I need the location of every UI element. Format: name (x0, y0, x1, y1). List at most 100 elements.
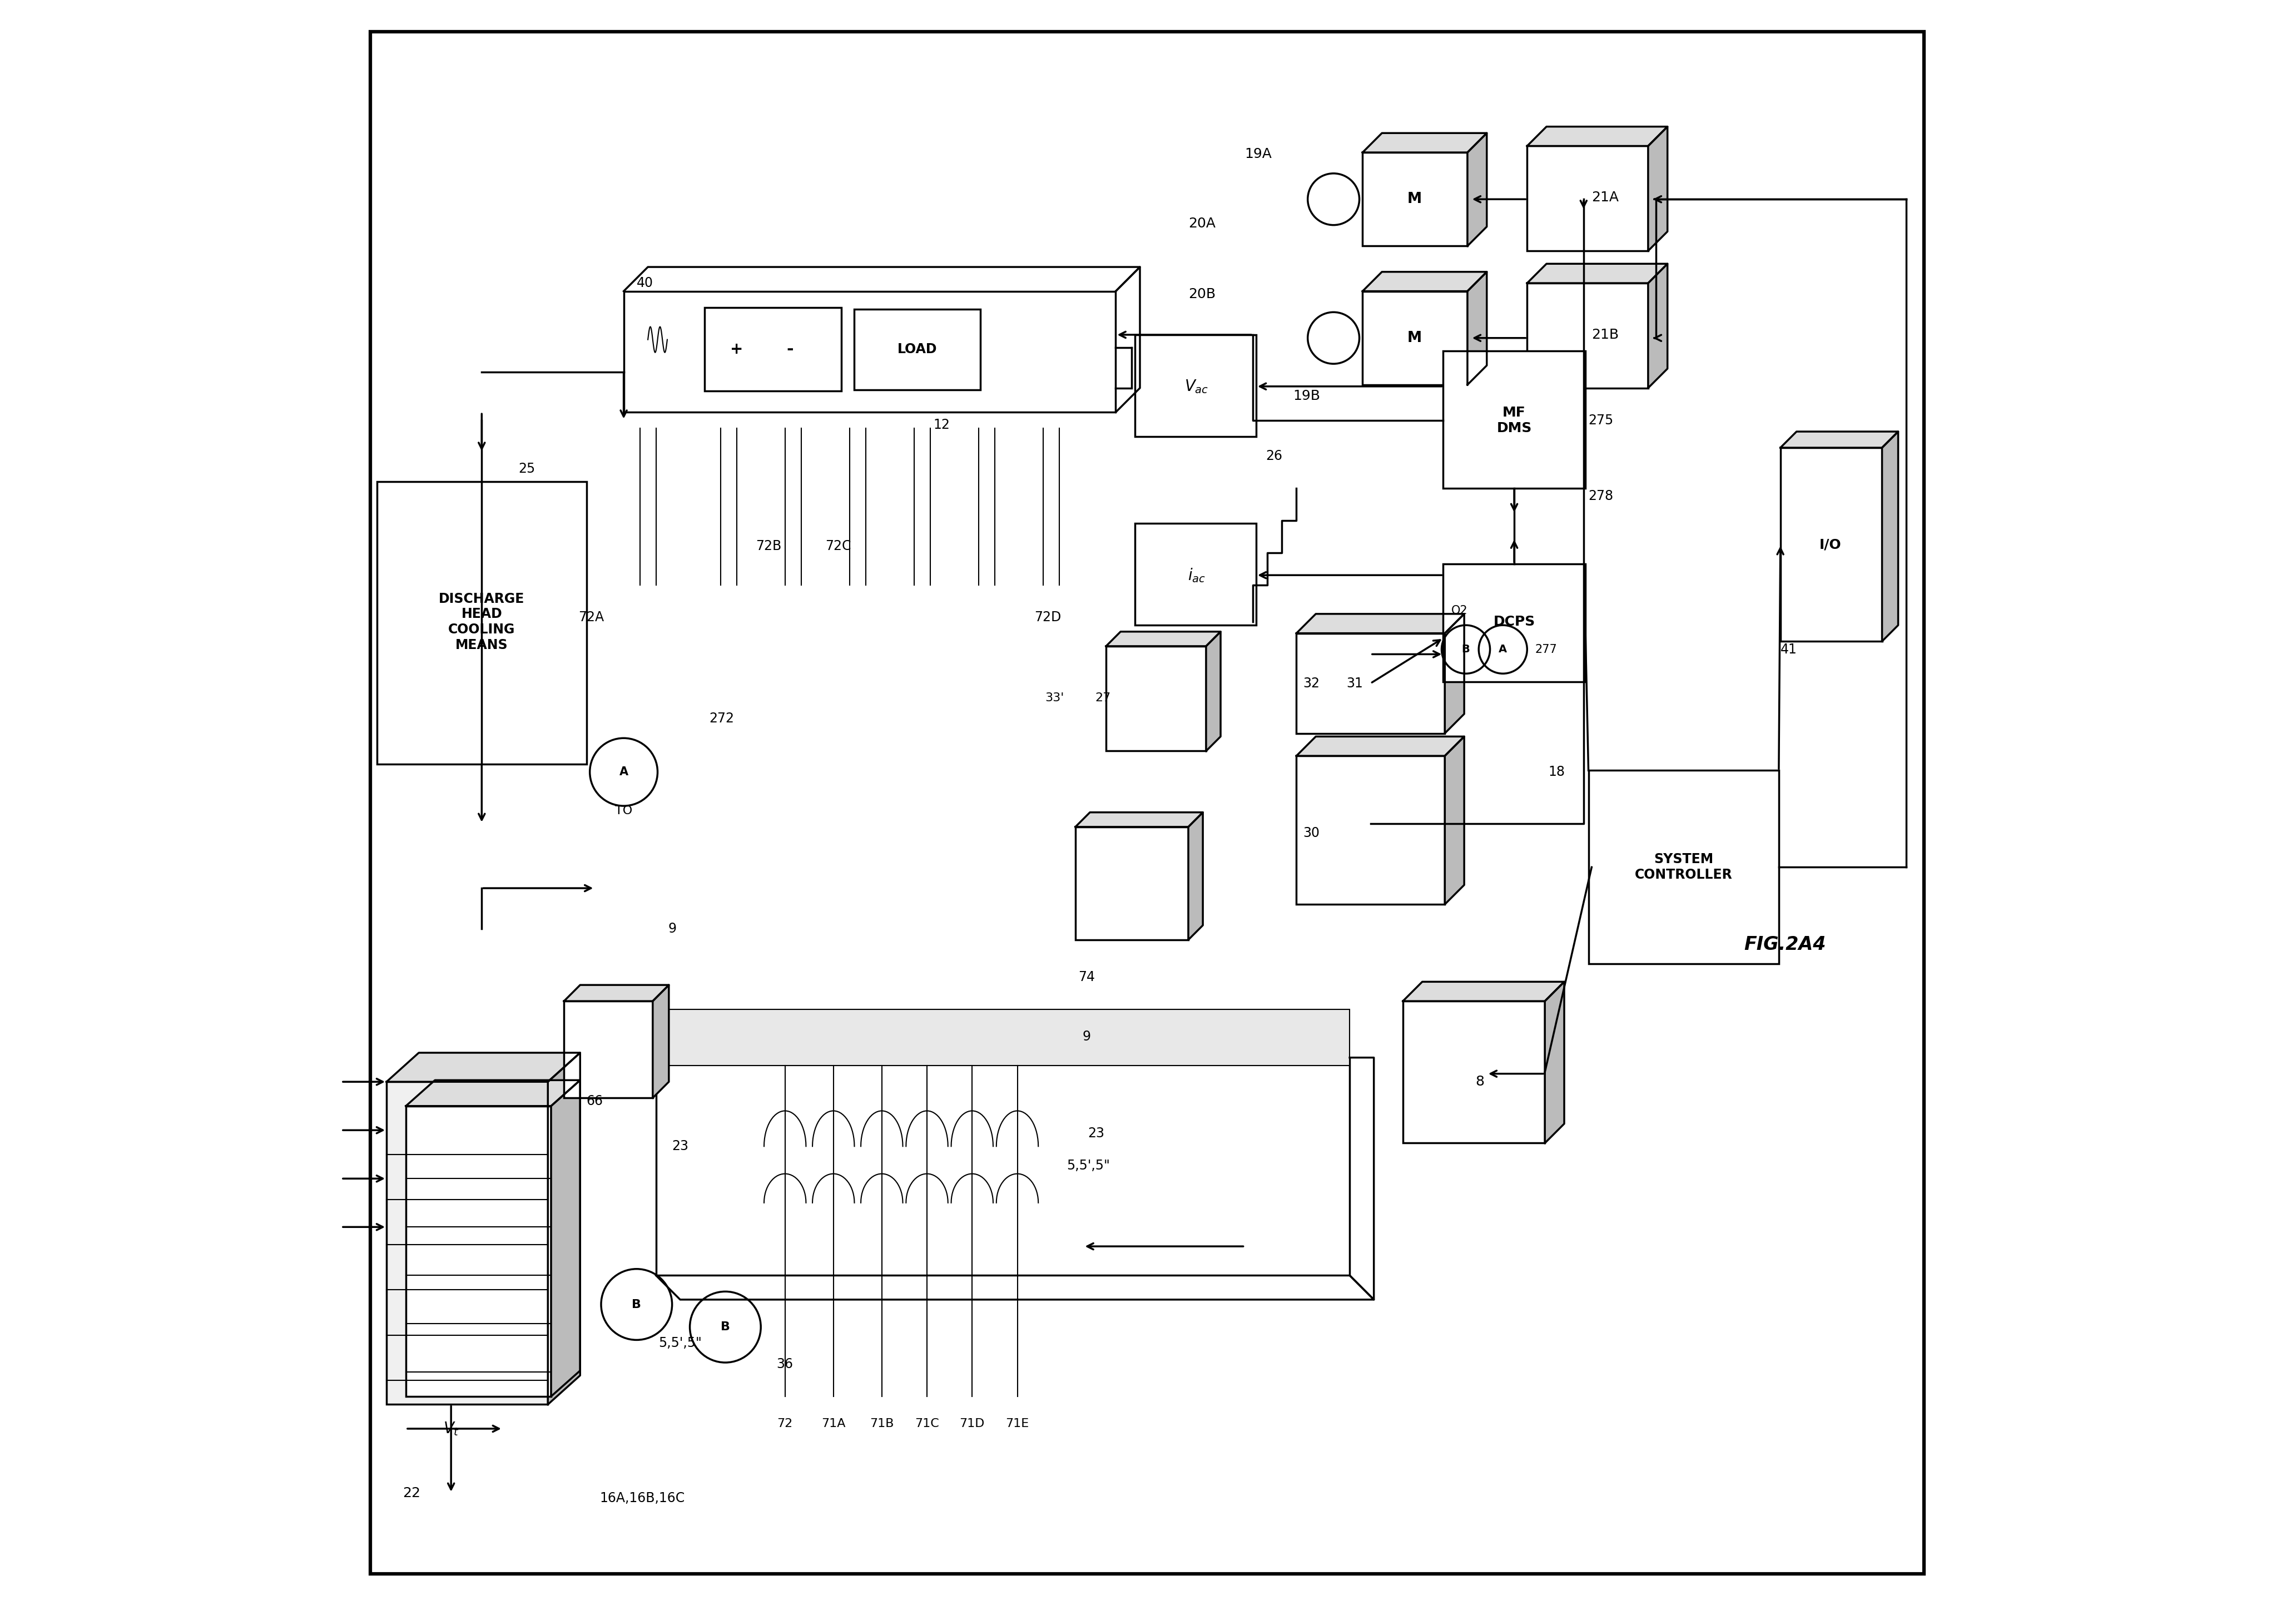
Text: 19A: 19A (1244, 147, 1272, 162)
Polygon shape (1297, 736, 1465, 756)
Text: LOAD: LOAD (898, 342, 937, 355)
Text: MF
DMS: MF DMS (1497, 405, 1531, 434)
Text: 275: 275 (1589, 413, 1614, 426)
Text: 72A: 72A (579, 610, 604, 623)
Bar (1362, 291, 1467, 384)
Text: O2: O2 (1451, 606, 1467, 617)
Text: 12: 12 (932, 418, 951, 431)
Text: 40: 40 (636, 276, 654, 289)
Bar (386, 1082, 549, 1405)
Polygon shape (551, 1080, 581, 1397)
Text: M: M (1407, 192, 1421, 207)
Bar (705, 307, 840, 391)
Text: A: A (620, 767, 629, 777)
Text: A: A (1499, 644, 1506, 654)
Text: 71B: 71B (870, 1418, 893, 1429)
Text: 41: 41 (1779, 643, 1798, 656)
Polygon shape (386, 1053, 581, 1082)
Text: 20B: 20B (1189, 287, 1215, 300)
Bar (1297, 756, 1444, 904)
Bar (657, 1009, 1350, 1066)
Text: 5,5',5": 5,5',5" (659, 1337, 703, 1350)
Text: M: M (1407, 331, 1421, 346)
Text: 72: 72 (776, 1418, 792, 1429)
Bar (1403, 1001, 1545, 1143)
Bar (1444, 564, 1584, 682)
Polygon shape (1205, 631, 1221, 751)
Text: 278: 278 (1589, 489, 1614, 502)
Bar (1297, 633, 1444, 733)
Polygon shape (1075, 812, 1203, 827)
Text: 72D: 72D (1035, 610, 1061, 623)
Text: 32: 32 (1302, 677, 1320, 690)
Text: -: - (785, 341, 794, 357)
Bar (1589, 770, 1779, 964)
Text: 8: 8 (1476, 1076, 1486, 1089)
Polygon shape (1444, 614, 1465, 733)
Text: $V_t$: $V_t$ (443, 1421, 459, 1437)
Text: 21B: 21B (1591, 328, 1619, 341)
Text: 25: 25 (519, 462, 535, 475)
Polygon shape (652, 985, 668, 1098)
Text: 277: 277 (1536, 644, 1557, 656)
Text: FIG.2A4: FIG.2A4 (1745, 935, 1825, 954)
Text: I/O: I/O (1818, 538, 1841, 551)
Text: 22: 22 (402, 1486, 420, 1500)
Text: 21A: 21A (1591, 191, 1619, 203)
Text: 72C: 72C (824, 539, 852, 552)
Text: 66: 66 (585, 1095, 604, 1108)
Bar (1527, 145, 1649, 250)
Text: 9: 9 (668, 922, 677, 935)
Polygon shape (1467, 271, 1488, 384)
Text: 27: 27 (1095, 693, 1111, 704)
Bar (406, 1106, 551, 1397)
Text: 71C: 71C (914, 1418, 939, 1429)
Polygon shape (1527, 126, 1667, 145)
Text: 5,5',5": 5,5',5" (1068, 1160, 1109, 1172)
Polygon shape (1649, 263, 1667, 388)
Text: 23: 23 (1088, 1127, 1104, 1140)
Text: DCPS: DCPS (1492, 615, 1536, 628)
Text: 20A: 20A (1189, 216, 1215, 229)
Polygon shape (1403, 982, 1564, 1001)
Bar (1134, 334, 1256, 436)
Polygon shape (565, 985, 668, 1001)
Bar (377, 481, 585, 764)
Polygon shape (1362, 132, 1488, 152)
Text: B: B (631, 1298, 641, 1310)
Polygon shape (406, 1080, 581, 1106)
Text: 72B: 72B (755, 539, 781, 552)
Text: TO: TO (615, 806, 631, 816)
Bar (1134, 523, 1256, 625)
Polygon shape (1467, 132, 1488, 245)
Text: $i_{ac}$: $i_{ac}$ (1187, 567, 1205, 583)
Polygon shape (1527, 263, 1667, 283)
Bar (1779, 447, 1883, 641)
Text: 30: 30 (1302, 827, 1320, 840)
Text: B: B (1463, 644, 1469, 654)
Text: 74: 74 (1079, 971, 1095, 984)
Text: 19B: 19B (1293, 389, 1320, 402)
Text: B: B (721, 1321, 730, 1332)
Text: 23: 23 (673, 1140, 689, 1153)
Text: 71E: 71E (1006, 1418, 1029, 1429)
Text: 16A,16B,16C: 16A,16B,16C (599, 1491, 684, 1505)
Bar (1527, 283, 1649, 388)
Bar (1107, 646, 1205, 751)
Polygon shape (549, 1053, 581, 1405)
Bar (1362, 152, 1467, 245)
Text: $V_{ac}$: $V_{ac}$ (1185, 378, 1208, 394)
Bar (1075, 827, 1189, 940)
Polygon shape (1545, 982, 1564, 1143)
Bar (625, 291, 1116, 412)
Polygon shape (1189, 812, 1203, 940)
Text: SYSTEM
CONTROLLER: SYSTEM CONTROLLER (1635, 853, 1733, 882)
Polygon shape (1444, 736, 1465, 904)
Polygon shape (1362, 271, 1488, 291)
Text: 71A: 71A (822, 1418, 845, 1429)
Polygon shape (1779, 431, 1899, 447)
Polygon shape (1883, 431, 1899, 641)
Text: DISCHARGE
HEAD
COOLING
MEANS: DISCHARGE HEAD COOLING MEANS (439, 593, 526, 652)
Polygon shape (1649, 126, 1667, 250)
Bar (565, 1001, 652, 1098)
